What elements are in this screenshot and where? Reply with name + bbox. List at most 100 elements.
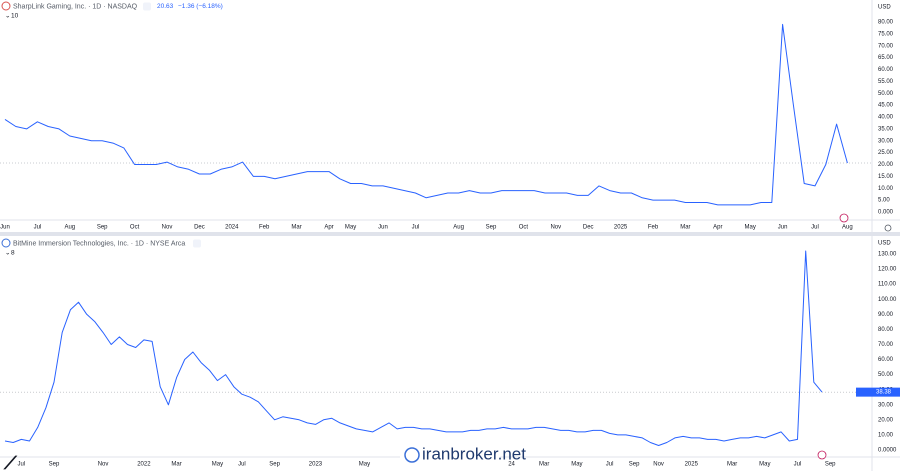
watermark-background	[400, 440, 500, 468]
x-tick-label: 2023	[309, 462, 323, 468]
x-tick-label: Nov	[550, 225, 561, 231]
x-tick-label: Mar	[539, 462, 549, 468]
y-tick-label: 110.00	[878, 282, 897, 288]
y-tick-label: 120.00	[878, 267, 897, 273]
x-tick-label: 2025	[685, 462, 699, 468]
y-tick-label: 70.00	[878, 43, 894, 49]
x-tick-label: Sep	[97, 225, 108, 231]
x-tick-label: Oct	[519, 225, 529, 231]
x-tick-label: Jul	[18, 462, 26, 468]
currency: USD	[878, 241, 891, 247]
y-tick-label: 0.000	[878, 210, 894, 216]
currency: USD	[878, 5, 891, 11]
y-tick-label: 0.0000	[878, 448, 897, 454]
x-tick-label: Jul	[794, 462, 802, 468]
x-tick-label: Mar	[291, 225, 301, 231]
x-tick-label: 2022	[137, 462, 151, 468]
x-tick-label: Jul	[811, 225, 819, 231]
badge	[143, 2, 151, 11]
x-tick-label: Oct	[130, 225, 140, 231]
x-tick-label: Sep	[486, 225, 497, 231]
y-tick-label: 80.00	[878, 20, 894, 26]
x-tick-label: May	[345, 225, 356, 231]
y-tick-label: 75.00	[878, 31, 894, 37]
y-tick-label: 90.00	[878, 312, 894, 318]
x-tick-label: Jun	[378, 225, 388, 231]
x-tick-label: Jun	[0, 225, 10, 231]
x-tick-label: 24	[508, 462, 515, 468]
x-tick-label: Feb	[259, 225, 270, 231]
last-price: 20.63	[157, 3, 174, 10]
chart-title: SharpLink Gaming, Inc. · 1D · NASDAQ	[13, 3, 138, 10]
chart-title: BitMine Immersion Technologies, Inc. · 1…	[13, 240, 185, 247]
x-tick-label: Sep	[825, 462, 836, 468]
y-tick-label: 100.00	[878, 297, 897, 303]
settings-icon[interactable]	[884, 224, 892, 232]
y-tick-label: 130.00	[878, 252, 897, 258]
y-tick-label: 50.00	[878, 372, 894, 378]
x-tick-label: Nov	[653, 462, 664, 468]
y-tick-label: 65.00	[878, 55, 894, 61]
x-tick-label: Dec	[583, 225, 594, 231]
y-tick-label: 80.00	[878, 327, 894, 333]
x-tick-label: Apr	[713, 225, 722, 231]
x-tick-label: Nov	[98, 462, 109, 468]
price-change: −1.36 (−6.18%)	[178, 3, 223, 10]
x-tick-label: Apr	[324, 225, 333, 231]
y-tick-label: 55.00	[878, 79, 894, 85]
y-tick-label: 35.00	[878, 126, 894, 132]
badge	[193, 239, 201, 248]
collapse-icon[interactable]: ⌄	[5, 13, 10, 20]
y-tick-label: 50.00	[878, 91, 894, 97]
x-tick-label: Mar	[171, 462, 181, 468]
x-tick-label: Sep	[49, 462, 60, 468]
collapse-icon[interactable]: ⌄	[5, 250, 10, 257]
x-tick-label: Aug	[453, 225, 464, 231]
y-tick-label: 15.00	[878, 174, 894, 180]
x-tick-label: Sep	[269, 462, 280, 468]
x-tick-label: Jul	[606, 462, 614, 468]
watermark-icon	[404, 447, 420, 463]
x-tick-label: Jul	[412, 225, 420, 231]
event-icon	[839, 213, 849, 223]
x-tick-label: Jul	[238, 462, 246, 468]
x-tick-label: May	[359, 462, 370, 468]
y-tick-label: 45.00	[878, 103, 894, 109]
x-tick-label: May	[745, 225, 756, 231]
y-tick-label: 30.00	[878, 402, 894, 408]
indicator-count: 10	[11, 13, 19, 20]
x-tick-label: Feb	[648, 225, 659, 231]
panel-divider	[0, 232, 900, 236]
y-tick-label: 10.00	[878, 186, 894, 192]
y-tick-label: 60.00	[878, 357, 894, 363]
x-tick-label: Nov	[162, 225, 173, 231]
y-tick-label: 40.00	[878, 115, 894, 121]
y-tick-label: 20.00	[878, 162, 894, 168]
y-tick-label: 30.00	[878, 138, 894, 144]
y-tick-label: 60.00	[878, 67, 894, 73]
price-line	[4, 250, 823, 446]
x-tick-label: Jul	[34, 225, 42, 231]
x-tick-label: Aug	[842, 225, 853, 231]
x-tick-label: May	[571, 462, 582, 468]
x-tick-label: Mar	[727, 462, 737, 468]
logo	[1, 238, 11, 248]
x-tick-label: May	[212, 462, 223, 468]
logo	[1, 1, 11, 11]
x-tick-label: 2025	[614, 225, 628, 231]
price-line	[4, 23, 848, 206]
watermark: iranbroker.net	[422, 444, 526, 463]
y-tick-label: 20.00	[878, 417, 894, 423]
x-tick-label: Aug	[64, 225, 75, 231]
x-tick-label: Jun	[778, 225, 788, 231]
y-tick-label: 70.00	[878, 342, 894, 348]
y-tick-label: 5.00	[878, 198, 890, 204]
price-tag	[856, 387, 900, 397]
logo-mark: ⟋	[3, 453, 18, 471]
indicator-count: 8	[11, 250, 15, 257]
x-tick-label: Mar	[680, 225, 690, 231]
x-tick-label: May	[759, 462, 770, 468]
x-tick-label: 2024	[225, 225, 239, 231]
event-icon	[817, 450, 827, 460]
